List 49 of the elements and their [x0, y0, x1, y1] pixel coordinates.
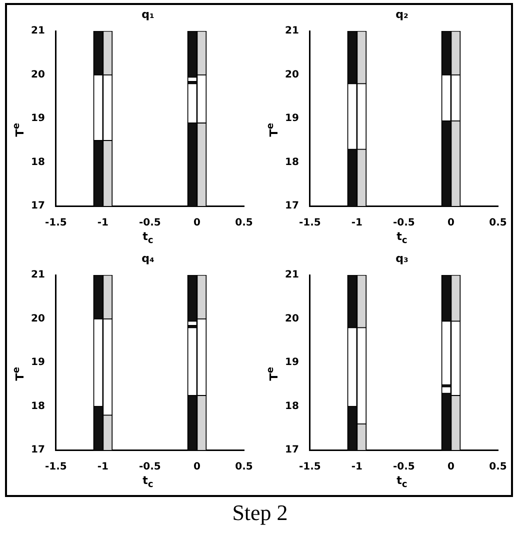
- y-tick-label: 21: [284, 270, 299, 281]
- y-tick-label: 18: [30, 156, 45, 168]
- chart-title: q₂: [394, 8, 410, 21]
- y-tick-label: 18: [284, 400, 299, 412]
- x-axis-title: t$_{c}$: [142, 230, 154, 246]
- y-tick-label: 21: [30, 270, 45, 281]
- x-tick-label: -1: [351, 462, 363, 473]
- x-tick-label: -0.5: [393, 218, 415, 229]
- y-tick-label: 17: [30, 200, 45, 212]
- x-tick-label: 0: [447, 218, 454, 229]
- text: Step 2: [231, 500, 289, 526]
- y-tick-label: 21: [30, 26, 45, 37]
- y-tick-label: 19: [30, 113, 45, 124]
- x-tick-label: 0.5: [489, 218, 507, 229]
- x-tick-label: 0: [193, 462, 200, 473]
- y-tick-label: 19: [284, 113, 299, 124]
- chart-title: q₃: [394, 252, 410, 265]
- x-axis-title: t$_{c}$: [396, 230, 408, 246]
- x-tick-label: -1.5: [44, 462, 67, 473]
- y-tick-label: 19: [30, 357, 45, 368]
- y-tick-label: 17: [284, 444, 299, 456]
- y-tick-label: 19: [284, 357, 299, 368]
- x-tick-label: 0: [193, 218, 200, 229]
- y-tick-label: 20: [30, 69, 45, 80]
- y-tick-label: 21: [284, 26, 299, 37]
- y-tick-label: 20: [284, 69, 299, 80]
- y-tick-label: 20: [30, 313, 45, 324]
- y-tick-label: 17: [30, 444, 45, 456]
- y-tick-label: 17: [284, 200, 299, 212]
- x-tick-label: -0.5: [393, 462, 415, 473]
- x-tick-label: -1.5: [298, 462, 321, 473]
- x-tick-label: -1: [97, 462, 109, 473]
- x-tick-label: -0.5: [139, 218, 161, 229]
- x-tick-label: -0.5: [139, 462, 161, 473]
- x-tick-label: -1.5: [44, 218, 67, 229]
- y-tick-label: 18: [30, 400, 45, 412]
- x-tick-label: 0.5: [235, 462, 253, 473]
- x-tick-label: -1: [97, 218, 109, 229]
- x-tick-label: 0: [447, 462, 454, 473]
- x-axis-title: t$_{c}$: [396, 474, 408, 490]
- y-tick-label: 20: [284, 313, 299, 324]
- x-tick-label: 0.5: [489, 462, 507, 473]
- x-axis-title: t$_{c}$: [142, 474, 154, 490]
- y-tick-label: 18: [284, 156, 299, 168]
- x-tick-label: 0.5: [235, 218, 253, 229]
- x-tick-label: -1.5: [298, 218, 321, 229]
- x-tick-label: -1: [351, 218, 363, 229]
- chart-title: q₄: [140, 252, 156, 265]
- chart-title: q₁: [140, 8, 156, 21]
